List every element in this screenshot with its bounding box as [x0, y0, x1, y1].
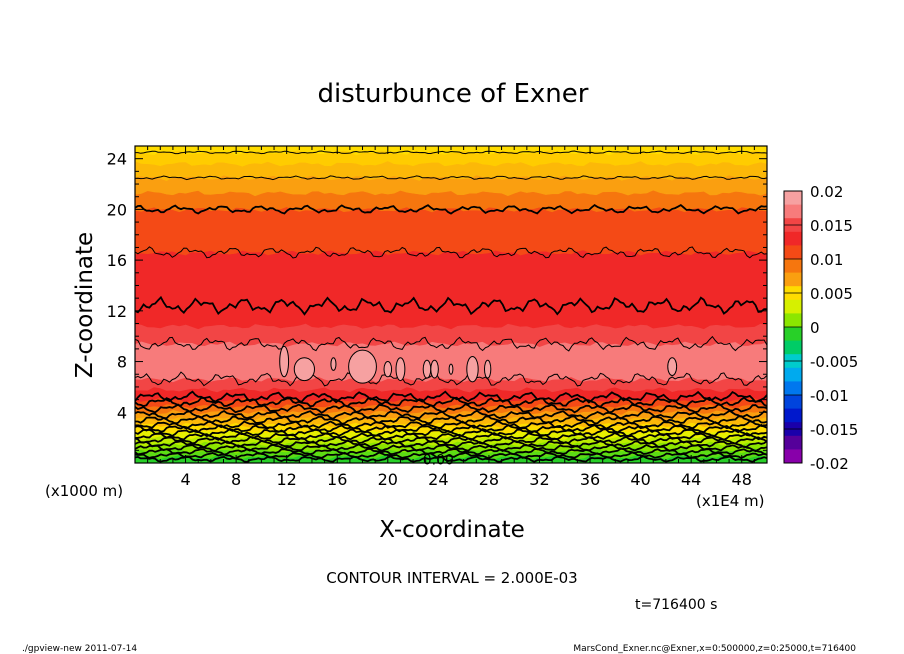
colorbar-labels: 0.02 0.015 0.01 0.005 0 -0.005 -0.01 -0.015 -0.0…: [810, 183, 858, 473]
colorbar-swatch: [784, 327, 802, 341]
x-tick-label: 32: [529, 470, 549, 489]
time-label: t=716400 s: [635, 597, 717, 613]
chart-title: disturbunce of Exner: [318, 79, 589, 109]
contour-interval-text: CONTOUR INTERVAL = 2.000E-03: [326, 569, 577, 587]
x-tick-label: 44: [681, 470, 701, 489]
contour-island-7: [430, 359, 439, 379]
contour-line-11: [135, 409, 767, 420]
colorbar-swatch: [784, 191, 802, 205]
colorbar-swatch: [784, 313, 802, 328]
y-tick-label: 16: [107, 251, 127, 270]
colorbar-swatch: [784, 395, 802, 409]
contour-band-21: [135, 146, 767, 156]
colorbar-tick-label: -0.005: [810, 353, 858, 371]
contour-line-21: [135, 150, 767, 155]
colorbar-tick-label: -0.01: [810, 387, 849, 405]
colorbar-tick-label: 0.02: [810, 183, 843, 201]
contour-line-1: [135, 451, 767, 460]
colorbar-tick-label: 0.015: [810, 217, 853, 235]
x-axis-unit-left: (x1000 m): [45, 482, 123, 500]
x-tick-label: 48: [732, 470, 752, 489]
contour-line-4: [135, 439, 767, 449]
colorbar-swatch: [784, 435, 802, 450]
y-axis: 4 8 12 16 20 24: [107, 150, 767, 451]
colorbar-swatch: [784, 259, 802, 273]
contour-line-13: [135, 396, 767, 408]
contour-island-8: [448, 363, 454, 375]
contour-island-3: [348, 349, 377, 384]
contour-line-20: [135, 175, 767, 181]
x-tick-label: 40: [630, 470, 650, 489]
y-axis-label: Z-coordinate: [72, 232, 98, 378]
contour-island-5: [395, 357, 406, 382]
contour-line-17: [135, 295, 767, 316]
x-tick-label: 4: [180, 470, 190, 489]
y-tick-label: 8: [117, 353, 127, 372]
contour-island-1: [293, 357, 315, 382]
contour-island-10: [483, 359, 492, 379]
contour-line-5: [135, 435, 767, 445]
contour-line-12: [135, 403, 767, 414]
colorbar: [783, 190, 803, 464]
x-axis-label: X-coordinate: [379, 517, 525, 543]
colorbar-tick-label: -0.015: [810, 421, 858, 439]
y-tick-label: 12: [107, 302, 127, 321]
footer-right: MarsCond_Exner.nc@Exner,x=0:500000,z=0:2…: [573, 644, 856, 654]
x-tick-label: 24: [428, 470, 448, 489]
colorbar-swatch: [784, 245, 802, 260]
colorbar-tick-label: 0: [810, 319, 820, 337]
contour-line-18: [135, 246, 767, 259]
y-tick-label: 4: [117, 403, 127, 422]
colorbar-swatch: [784, 449, 802, 464]
x-tick-label: 16: [327, 470, 347, 489]
contour-island-2: [330, 357, 337, 371]
contour-islands: [279, 345, 678, 384]
colorbar-swatch: [784, 231, 802, 246]
colorbar-swatch: [784, 367, 802, 382]
contour-line-19: [135, 204, 767, 215]
contour-line-16: [135, 335, 767, 352]
colorbar-swatch: [784, 408, 802, 423]
footer-left: ./gpview-new 2011-07-14: [22, 644, 137, 654]
contour-island-4: [383, 361, 393, 378]
x-tick-label: 8: [231, 470, 241, 489]
contour-line-15: [135, 371, 767, 387]
contour-island-0: [279, 345, 290, 378]
y-tick-label: 20: [107, 200, 127, 219]
x-axis-unit-right: (x1E4 m): [696, 492, 765, 510]
colorbar-swatch: [784, 381, 802, 396]
colorbar-swatch: [784, 272, 802, 287]
colorbar-tick-label: -0.02: [810, 455, 849, 473]
contour-island-11: [667, 357, 678, 377]
contour-line-14: [135, 390, 767, 404]
x-tick-label: 36: [580, 470, 600, 489]
colorbar-swatch: [784, 299, 802, 314]
contour-line-8: [135, 423, 767, 434]
x-tick-label: 28: [479, 470, 499, 489]
plot-area: [135, 146, 767, 463]
contour-island-6: [422, 359, 432, 379]
colorbar-swatch: [784, 204, 802, 219]
x-tick-label: 12: [277, 470, 297, 489]
x-tick-label: 20: [378, 470, 398, 489]
contour-lines: [135, 150, 767, 463]
colorbar-tick-label: 0.005: [810, 285, 853, 303]
colorbar-tick-label: 0.01: [810, 251, 843, 269]
contour-line-9: [135, 420, 767, 430]
colorbar-swatch: [784, 340, 802, 355]
contour-island-9: [466, 355, 479, 383]
x-axis: 4 8 12 16 20 24 28 32 36 40 44 48: [147, 146, 755, 489]
y-tick-label: 24: [107, 150, 127, 169]
